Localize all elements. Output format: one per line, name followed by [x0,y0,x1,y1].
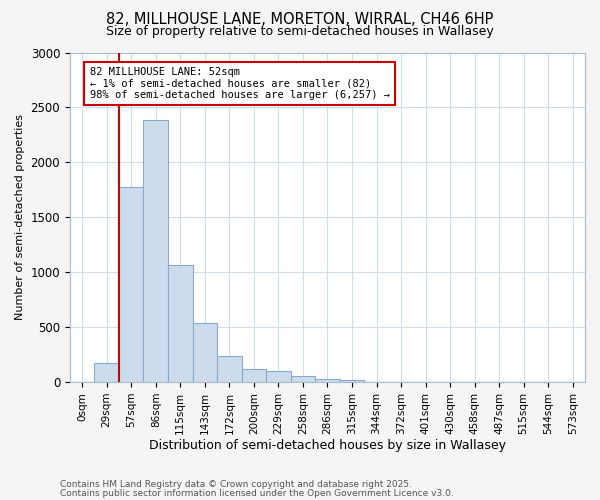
Bar [290,376,315,382]
Bar [242,369,266,382]
X-axis label: Distribution of semi-detached houses by size in Wallasey: Distribution of semi-detached houses by … [149,440,506,452]
Text: Size of property relative to semi-detached houses in Wallasey: Size of property relative to semi-detach… [106,25,494,38]
Bar [143,120,168,382]
Bar [168,264,193,382]
Bar [193,323,217,382]
Text: 82, MILLHOUSE LANE, MORETON, WIRRAL, CH46 6HP: 82, MILLHOUSE LANE, MORETON, WIRRAL, CH4… [106,12,494,28]
Text: Contains public sector information licensed under the Open Government Licence v3: Contains public sector information licen… [60,488,454,498]
Text: 82 MILLHOUSE LANE: 52sqm
← 1% of semi-detached houses are smaller (82)
98% of se: 82 MILLHOUSE LANE: 52sqm ← 1% of semi-de… [89,67,389,100]
Bar [266,371,290,382]
Bar [119,187,143,382]
Bar [340,380,364,382]
Bar [315,379,340,382]
Y-axis label: Number of semi-detached properties: Number of semi-detached properties [15,114,25,320]
Bar [217,356,242,382]
Bar [94,364,119,382]
Text: Contains HM Land Registry data © Crown copyright and database right 2025.: Contains HM Land Registry data © Crown c… [60,480,412,489]
